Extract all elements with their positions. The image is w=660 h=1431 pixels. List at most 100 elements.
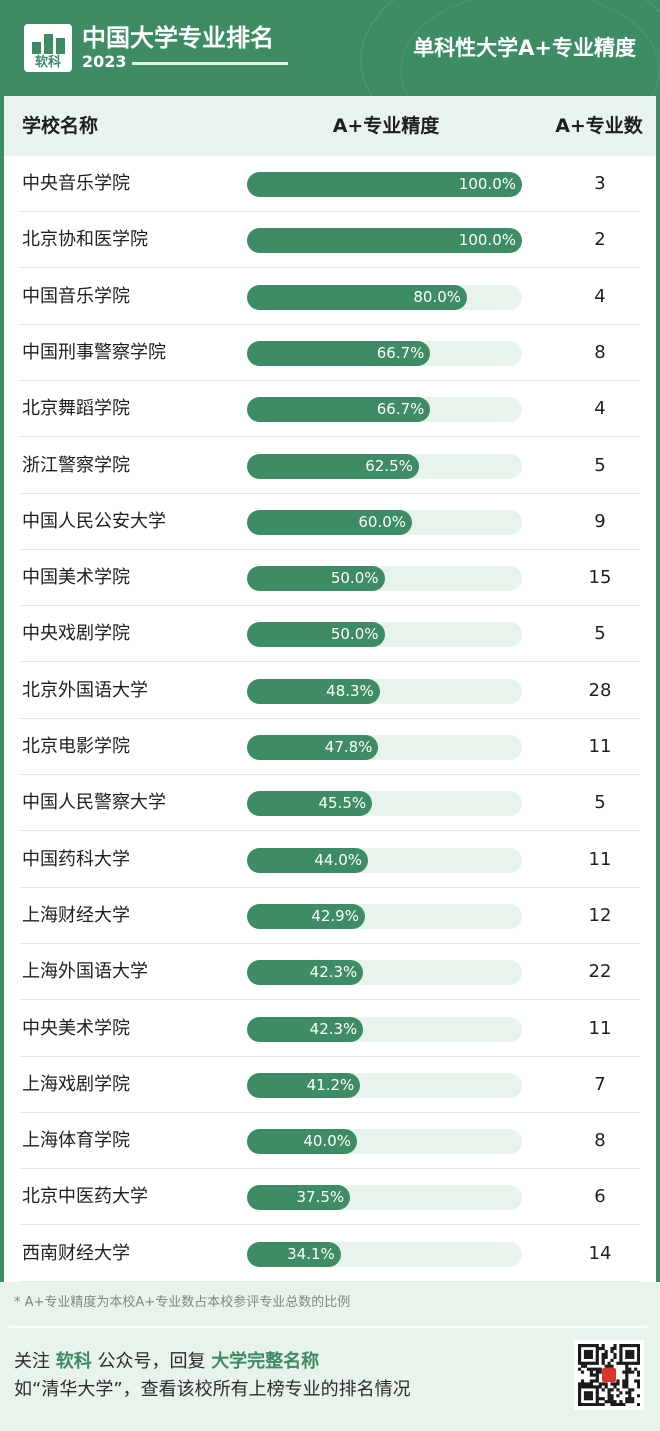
precision-label: 66.7%	[376, 400, 425, 419]
bar-track: 48.3%	[247, 678, 522, 704]
precision-label: 42.3%	[309, 963, 358, 982]
bar-track: 80.0%	[247, 284, 522, 310]
precision-bar: 62.5%	[247, 453, 419, 479]
precision-bar: 44.0%	[247, 847, 368, 873]
precision-bar: 42.3%	[247, 1016, 364, 1042]
follow-prompt-text: 公众号，回复	[91, 1351, 212, 1372]
footnote: * A+专业精度为本校A+专业数占本校参评专业总数的比例	[14, 1295, 351, 1310]
table-row: 北京中医药大学 37.5% 6	[20, 1169, 640, 1226]
school-name: 北京外国语大学	[22, 679, 148, 701]
precision-label: 45.5%	[318, 794, 367, 813]
precision-bar: 47.8%	[247, 735, 379, 760]
column-header-school: 学校名称	[22, 115, 99, 137]
a-plus-count: 5	[594, 792, 606, 814]
table-header: 学校名称 A+专业精度 A+专业数	[4, 96, 656, 156]
table-row: 中国人民警察大学 45.5% 5	[20, 775, 640, 832]
logo-bar-icon	[44, 34, 53, 54]
header-banner: 软科 中国大学专业排名 2023 单科性大学A+专业精度	[0, 0, 660, 96]
precision-bar: 100.0%	[247, 172, 522, 197]
school-name: 北京协和医学院	[22, 229, 148, 251]
precision-bar: 80.0%	[247, 284, 467, 310]
precision-label: 100.0%	[458, 175, 516, 193]
footer-divider	[8, 1326, 648, 1328]
logo-bar-icon	[56, 38, 65, 54]
bar-track: 50.0%	[247, 622, 522, 648]
bar-track: 42.9%	[247, 903, 522, 929]
precision-label: 80.0%	[413, 287, 461, 306]
table-row: 上海体育学院 40.0% 8	[20, 1113, 640, 1170]
precision-bar: 66.7%	[247, 340, 431, 366]
a-plus-count: 22	[588, 961, 612, 983]
precision-bar: 42.3%	[247, 960, 364, 986]
bar-track: 37.5%	[247, 1185, 522, 1211]
school-name: 北京中医药大学	[22, 1186, 148, 1208]
table-row: 北京外国语大学 48.3% 28	[20, 663, 640, 719]
bar-track: 47.8%	[247, 735, 522, 760]
bar-track: 40.0%	[247, 1129, 522, 1155]
precision-bar: 45.5%	[247, 791, 373, 817]
logo-bar-icon	[32, 42, 41, 54]
bar-track: 62.5%	[247, 453, 522, 479]
a-plus-count: 11	[588, 1017, 612, 1039]
follow-prompt-text: 关注	[14, 1351, 56, 1372]
follow-prompt: 关注 软科 公众号，回复 大学完整名称	[14, 1350, 319, 1374]
brand-underline	[132, 62, 288, 65]
school-name: 中国刑事警察学院	[22, 341, 166, 363]
table-row: 北京协和医学院 100.0% 2	[20, 212, 640, 269]
a-plus-count: 4	[594, 398, 606, 420]
precision-bar: 40.0%	[247, 1129, 357, 1155]
brand-title: 中国大学专业排名	[82, 24, 274, 52]
table-row: 中国人民公安大学 60.0% 9	[20, 494, 640, 550]
brand-logo: 软科	[24, 24, 72, 72]
precision-label: 34.1%	[287, 1244, 335, 1263]
precision-bar: 41.2%	[247, 1072, 361, 1098]
precision-label: 48.3%	[326, 681, 374, 700]
bar-track: 44.0%	[247, 847, 522, 873]
school-name: 中央戏剧学院	[22, 623, 130, 645]
precision-bar: 48.3%	[247, 678, 380, 704]
table-row: 西南财经大学 34.1% 14	[20, 1226, 640, 1282]
precision-label: 40.0%	[303, 1132, 351, 1151]
precision-label: 50.0%	[330, 625, 379, 644]
column-header-precision: A+专业精度	[332, 115, 440, 137]
a-plus-count: 5	[594, 623, 606, 645]
school-name: 中国人民警察大学	[22, 792, 166, 814]
table-row: 中国美术学院 50.0% 15	[20, 550, 640, 607]
school-name: 北京电影学院	[22, 736, 130, 757]
chart-title: 单科性大学A+专业精度	[413, 36, 636, 60]
school-name: 上海体育学院	[22, 1130, 130, 1152]
table-row: 上海外国语大学 42.3% 22	[20, 944, 640, 1001]
a-plus-count: 8	[594, 341, 606, 363]
header-decoration	[360, 0, 660, 96]
school-name: 上海财经大学	[22, 904, 130, 926]
bar-track: 34.1%	[247, 1241, 522, 1267]
precision-label: 41.2%	[306, 1075, 355, 1094]
brand-year: 2023	[82, 52, 127, 71]
table-row: 中国音乐学院 80.0% 4	[20, 269, 640, 325]
bar-track: 60.0%	[247, 509, 522, 535]
table-row: 北京电影学院 47.8% 11	[20, 719, 640, 775]
table-row: 中央美术学院 42.3% 11	[20, 1001, 640, 1057]
a-plus-count: 11	[588, 736, 612, 757]
school-name: 中央美术学院	[22, 1017, 130, 1039]
bar-track: 100.0%	[247, 228, 522, 254]
school-name: 上海戏剧学院	[22, 1073, 130, 1095]
a-plus-count: 11	[588, 848, 612, 870]
a-plus-count: 8	[594, 1130, 606, 1152]
school-name: 中国药科大学	[22, 848, 130, 870]
table-row: 浙江警察学院 62.5% 5	[20, 438, 640, 494]
bar-track: 100.0%	[247, 172, 522, 197]
bar-track: 50.0%	[247, 566, 522, 592]
precision-label: 62.5%	[365, 456, 413, 475]
school-name: 中国人民公安大学	[22, 510, 166, 532]
bar-track: 66.7%	[247, 340, 522, 366]
precision-bar: 60.0%	[247, 509, 412, 535]
school-name: 西南财经大学	[22, 1242, 130, 1264]
a-plus-count: 5	[594, 454, 606, 476]
school-name: 中国美术学院	[22, 567, 130, 589]
school-name: 中央音乐学院	[22, 173, 130, 194]
table-row: 北京舞蹈学院 66.7% 4	[20, 381, 640, 438]
bar-track: 42.3%	[247, 960, 522, 986]
bar-track: 66.7%	[247, 397, 522, 423]
precision-label: 42.3%	[309, 1019, 358, 1038]
